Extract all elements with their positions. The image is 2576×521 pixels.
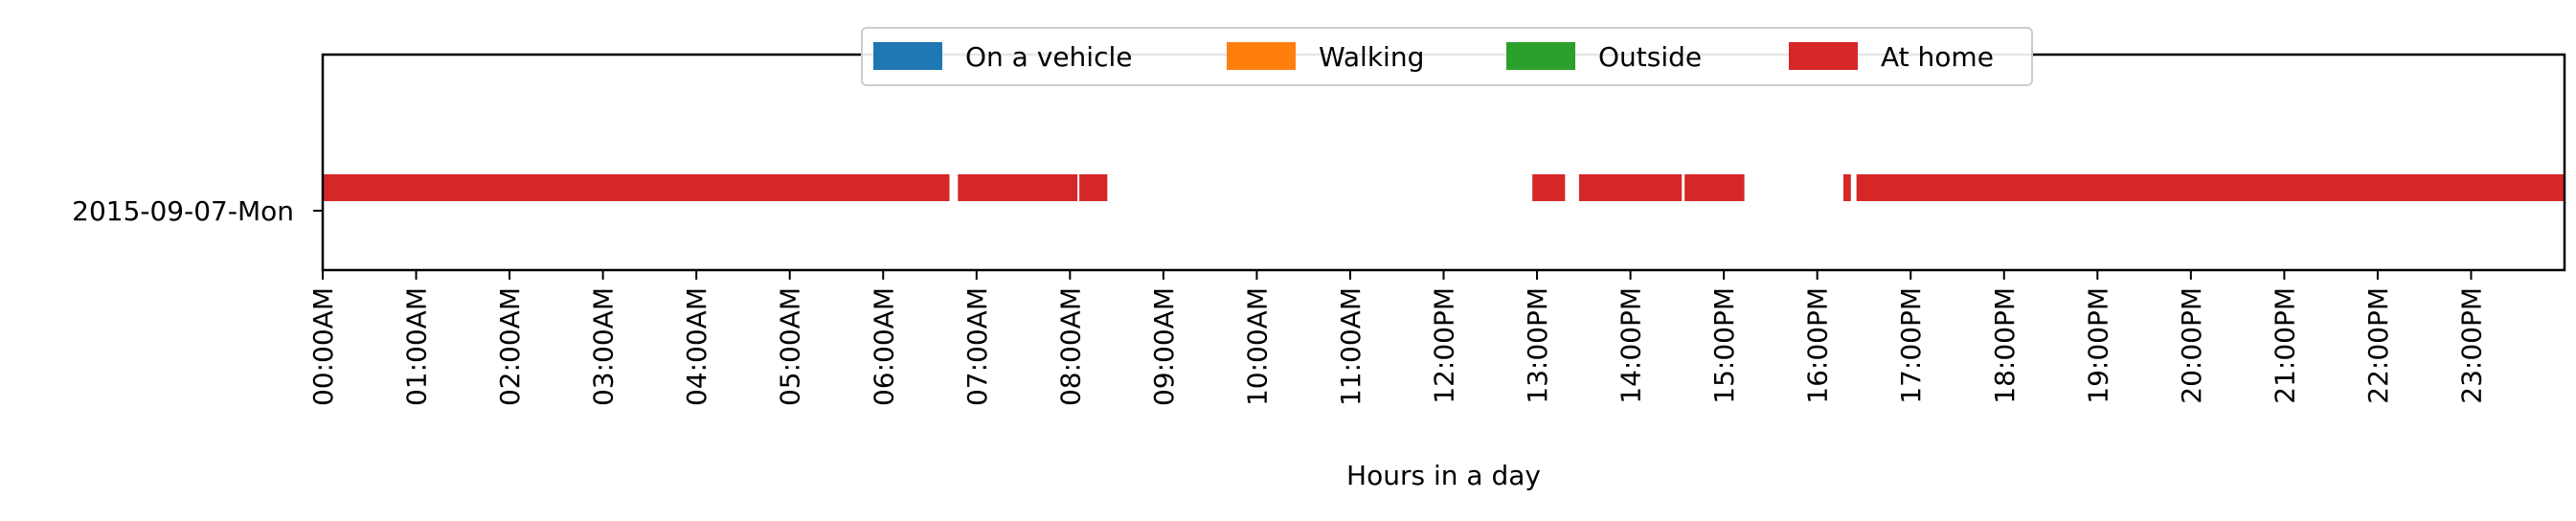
x-tick-label-13: 13:00PM — [1522, 287, 1553, 404]
legend-swatch-2 — [1506, 42, 1575, 70]
x-tick-label-15: 15:00PM — [1708, 287, 1740, 404]
bar-segment-3-1 — [958, 174, 1078, 201]
x-tick-label-19: 19:00PM — [2082, 287, 2113, 404]
x-tick-label-11: 11:00AM — [1335, 287, 1367, 406]
x-axis-label: Hours in a day — [1346, 460, 1541, 491]
legend-label-0: On a vehicle — [965, 41, 1132, 73]
x-tick-label-17: 17:00PM — [1895, 287, 1927, 404]
x-tick-label-9: 09:00AM — [1148, 287, 1180, 406]
legend-swatch-1 — [1227, 42, 1296, 70]
x-tick-label-18: 18:00PM — [1989, 287, 2021, 404]
x-tick-label-22: 22:00PM — [2362, 287, 2394, 404]
legend-swatch-3 — [1789, 42, 1858, 70]
bar-segment-3-5 — [1684, 174, 1745, 201]
x-tick-label-7: 07:00AM — [961, 287, 993, 406]
x-tick-label-14: 14:00PM — [1616, 287, 1647, 404]
x-tick-label-20: 20:00PM — [2176, 287, 2207, 404]
x-tick-label-5: 05:00AM — [775, 287, 806, 406]
legend-label-3: At home — [1881, 41, 1994, 73]
x-tick-label-21: 21:00PM — [2269, 287, 2300, 404]
x-tick-label-16: 16:00PM — [1802, 287, 1834, 404]
legend-label-1: Walking — [1319, 41, 1424, 73]
x-tick-label-6: 06:00AM — [868, 287, 899, 406]
x-tick-label-1: 01:00AM — [401, 287, 433, 406]
x-axis: 00:00AM 01:00AM 02:00AM 03:00AM 04:00AM 05:00… — [307, 270, 2487, 406]
bar-segment-3-0 — [323, 174, 950, 201]
bar-segment-3-3 — [1532, 174, 1566, 201]
x-tick-label-0: 00:00AM — [307, 287, 339, 406]
legend-swatch-0 — [873, 42, 942, 70]
x-tick-label-8: 08:00AM — [1054, 287, 1086, 406]
bar-segment-3-4 — [1578, 174, 1683, 201]
x-tick-label-10: 10:00AM — [1241, 287, 1273, 406]
y-axis: 2015-09-07-Mon — [72, 195, 323, 227]
bar-segment-3-2 — [1079, 174, 1108, 201]
x-tick-label-23: 23:00PM — [2455, 287, 2487, 404]
bars-layer — [323, 174, 2565, 201]
legend: On a vehicle Walking Outside At home — [861, 27, 2033, 86]
x-tick-label-4: 04:00AM — [681, 287, 712, 406]
x-tick-label-2: 02:00AM — [494, 287, 526, 406]
plot-frame — [321, 53, 2566, 272]
x-tick-label-12: 12:00PM — [1429, 287, 1460, 404]
legend-label-2: Outside — [1598, 41, 1702, 73]
legend-box — [861, 27, 2033, 86]
x-tick-label-3: 03:00AM — [588, 287, 620, 406]
y-tick-label-0: 2015-09-07-Mon — [72, 195, 294, 227]
bar-segment-3-7 — [1856, 174, 2565, 201]
bar-segment-3-6 — [1842, 174, 1851, 201]
